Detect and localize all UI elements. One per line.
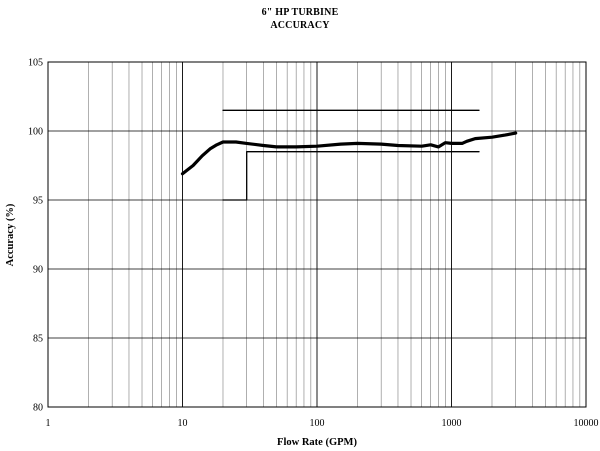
series-layer bbox=[180, 109, 518, 201]
chart-title: 6" HP TURBINE bbox=[261, 7, 339, 18]
minor-gridlines bbox=[88, 62, 581, 407]
plot-frame bbox=[47, 61, 587, 408]
measured-line bbox=[180, 131, 518, 176]
y-tick-label: 85 bbox=[33, 334, 43, 345]
y-tick-label: 100 bbox=[28, 127, 43, 138]
x-axis-label: Flow Rate (GPM) bbox=[277, 437, 357, 448]
x-tick-label: 10 bbox=[178, 418, 188, 429]
y-tick-label: 80 bbox=[33, 403, 43, 414]
y-tick-label: 90 bbox=[33, 265, 43, 276]
x-tick-label: 1 bbox=[46, 418, 51, 429]
y-axis-label: Accuracy (%) bbox=[5, 203, 16, 266]
x-tick-label: 1000 bbox=[442, 418, 462, 429]
x-tick-label: 10000 bbox=[574, 418, 599, 429]
lower-limit-line bbox=[222, 151, 480, 201]
y-tick-label: 105 bbox=[28, 58, 43, 69]
y-tick-labels: 80 85 90 95 100 105 bbox=[28, 58, 43, 414]
x-tick-label: 100 bbox=[310, 418, 325, 429]
chart-subtitle: ACCURACY bbox=[270, 20, 330, 31]
x-tick-labels: 1 10 100 1000 10000 bbox=[46, 418, 599, 429]
y-tick-label: 95 bbox=[33, 196, 43, 207]
